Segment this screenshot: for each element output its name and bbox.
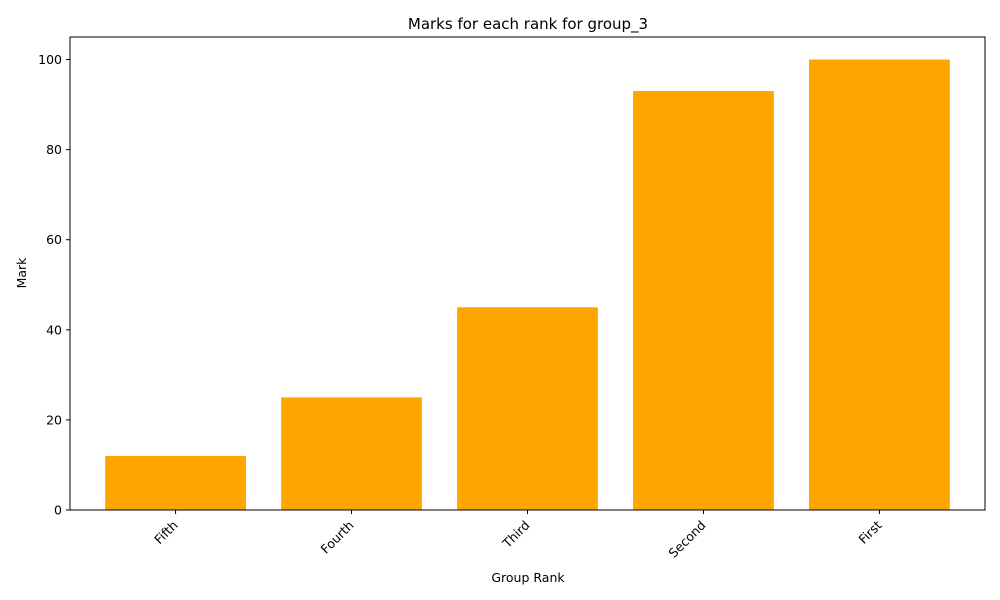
plot-frame [69, 36, 986, 511]
y-tick-label: 100 [38, 52, 62, 67]
y-tick-label: 60 [46, 232, 62, 247]
bars-group [105, 59, 950, 511]
bar-fifth [105, 455, 246, 510]
y-tick-label: 40 [46, 322, 62, 337]
y-axis-label: Mark [14, 257, 29, 289]
x-axis-label: Group Rank [491, 570, 565, 585]
y-tick-label: 20 [46, 412, 62, 427]
x-tick-label: Fifth [151, 518, 181, 548]
x-tick-label: Fourth [318, 518, 357, 557]
y-tick-label: 80 [46, 142, 62, 157]
x-tick-label: Second [665, 518, 708, 561]
bar-third [457, 307, 598, 510]
y-axis: 0 20 40 60 80 100 [38, 52, 70, 518]
bar-second [633, 91, 774, 511]
y-tick-label: 0 [54, 503, 62, 518]
chart-title: Marks for each rank for group_3 [408, 15, 648, 34]
x-tick-label: Third [499, 518, 533, 552]
bar-fourth [281, 397, 422, 510]
bar-first [809, 59, 950, 511]
x-axis: Fifth Fourth Third Second First [151, 510, 885, 561]
x-tick-label: First [855, 517, 884, 546]
